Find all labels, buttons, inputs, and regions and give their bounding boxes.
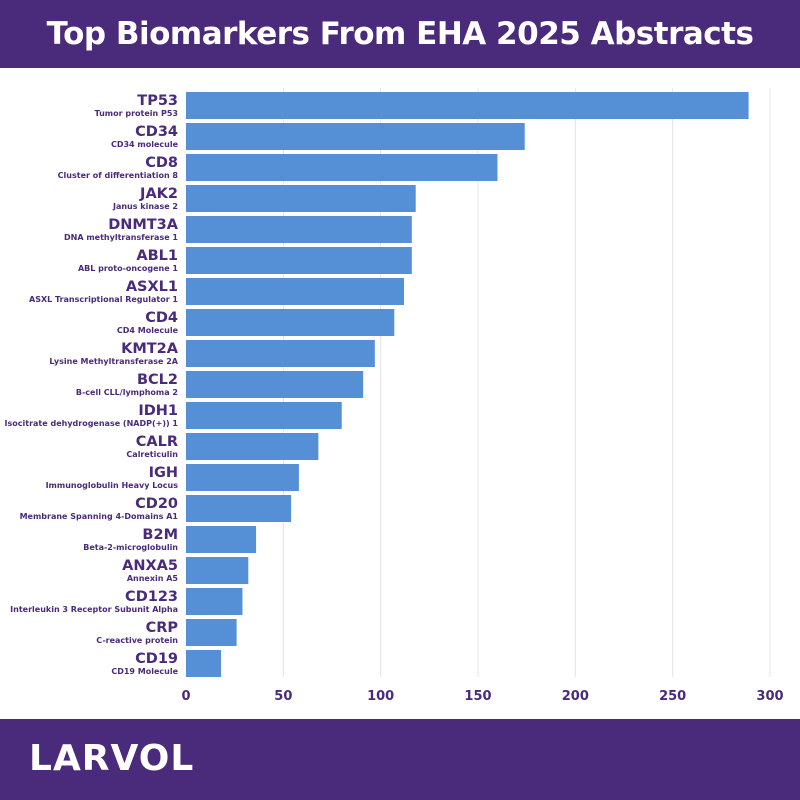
bar-tp53 [186,92,749,119]
category-description: Tumor protein P53 [95,109,178,118]
category-description: ABL proto-oncogene 1 [78,264,178,273]
page-title: Top Biomarkers From EHA 2025 Abstracts [46,16,754,52]
category-label: ASXL1 [126,279,178,295]
bar-idh1 [186,402,342,429]
category-description: Membrane Spanning 4-Domains A1 [20,512,179,521]
category-label: IGH [149,465,178,481]
bar-asxl1 [186,278,405,305]
bar-cd8 [186,154,498,181]
category-description: Annexin A5 [127,574,179,583]
category-description: Beta-2-microglobulin [83,543,178,552]
category-description: CD34 molecule [111,140,179,149]
bar-abl1 [186,247,412,274]
category-description: Interleukin 3 Receptor Subunit Alpha [10,605,178,614]
category-description: CD4 Molecule [117,326,179,335]
category-description: Calreticulin [126,450,178,459]
category-label: CD4 [145,310,178,326]
category-description: Isocitrate dehydrogenase (NADP(+)) 1 [5,419,179,428]
x-tick-label: 300 [756,689,783,704]
bar-cd19 [186,650,222,677]
bar-crp [186,619,237,646]
category-label: JAK2 [139,186,178,202]
category-label: CALR [136,434,178,450]
category-label: CD34 [135,124,178,140]
category-label: CD20 [135,496,178,512]
category-label: ANXA5 [122,558,178,574]
category-label: CD123 [125,589,178,605]
category-description: Cluster of differentiation 8 [58,171,179,180]
category-description: Lysine Methyltransferase 2A [49,357,178,366]
bar-kmt2a [186,340,375,367]
bar-cd34 [186,123,525,150]
category-label: CRP [146,620,179,636]
bar-calr [186,433,319,460]
x-tick-label: 200 [562,689,589,704]
category-description: DNA methyltransferase 1 [64,233,178,242]
category-description: C-reactive protein [96,636,178,645]
category-description: B-cell CLL/lymphoma 2 [76,388,178,397]
bars [186,92,749,677]
bar-anxa5 [186,557,249,584]
category-description: CD19 Molecule [111,667,178,676]
category-description: Immunoglobulin Heavy Locus [46,481,179,490]
bar-cd4 [186,309,395,336]
bar-b2m [186,526,257,553]
x-tick-label: 0 [181,689,190,704]
category-description: Janus kinase 2 [112,202,178,211]
x-tick-label: 250 [659,689,686,704]
category-label: TP53 [137,93,178,109]
category-label: CD8 [145,155,178,171]
bar-bcl2 [186,371,364,398]
category-label: DNMT3A [108,217,179,233]
x-tick-label: 50 [274,689,292,704]
category-label: IDH1 [138,403,178,419]
x-tick-label: 100 [367,689,394,704]
x-tick-label: 150 [464,689,491,704]
bar-cd20 [186,495,292,522]
x-axis-ticks: 0 50 100 150 200 250 300 [181,689,783,704]
larvol-logo: LARVOL [29,738,195,779]
bar-jak2 [186,185,416,212]
category-label: KMT2A [121,341,179,357]
bar-cd123 [186,588,243,615]
category-description: ASXL Transcriptional Regulator 1 [29,295,178,304]
category-label: BCL2 [137,372,178,388]
category-label: CD19 [135,651,178,667]
header-banner: Top Biomarkers From EHA 2025 Abstracts [0,0,800,68]
bar-igh [186,464,299,491]
category-label: ABL1 [136,248,178,264]
bar-dnmt3a [186,216,412,243]
category-label: B2M [142,527,178,543]
footer-banner: LARVOL [0,719,800,800]
